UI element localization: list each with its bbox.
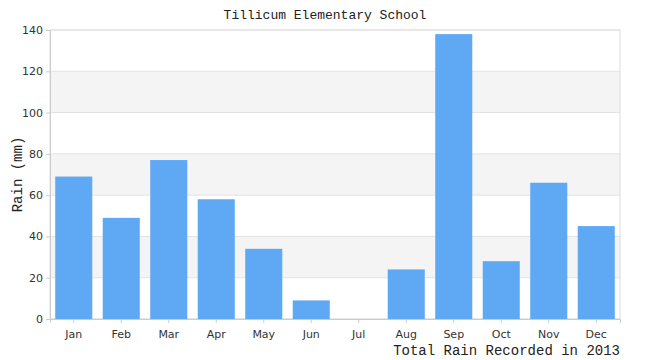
y-tick: 120: [22, 65, 50, 78]
plot-frame: [50, 30, 620, 319]
x-tick: Apr: [207, 319, 227, 341]
y-tick-mark: [46, 195, 50, 196]
bar: [530, 183, 567, 319]
y-tick: 60: [29, 189, 50, 202]
x-tick-label: Aug: [396, 328, 417, 341]
x-tick-mark: [501, 319, 502, 323]
y-tick-label: 80: [29, 148, 43, 161]
chart: 0 20 40 60 80 100 120 140 Jan Feb Mar Apr May Jun Jul A…: [0, 0, 650, 360]
x-tick-label: Jun: [302, 328, 320, 341]
bar: [388, 269, 425, 319]
bars: [55, 34, 615, 319]
x-tick-mark: [216, 319, 217, 323]
y-tick: 140: [22, 24, 50, 37]
x-axis: Jan Feb Mar Apr May Jun Jul Aug Sep Oct Nov Dec: [51, 319, 621, 341]
grid-band: [50, 71, 620, 112]
y-tick-mark: [46, 236, 50, 237]
x-tick: Aug: [396, 319, 417, 341]
x-tick-label: Sep: [443, 328, 464, 341]
x-tick: Nov: [538, 319, 560, 341]
y-tick-label: 60: [29, 189, 43, 202]
x-tick-mark: [596, 319, 597, 323]
y-axis: 0 20 40 60 80 100 120 140: [22, 24, 51, 326]
x-tick: Sep: [443, 319, 464, 341]
x-tick-mark: [263, 319, 264, 323]
bar: [198, 199, 235, 319]
x-tick-label: Nov: [538, 328, 560, 341]
bar: [340, 319, 377, 320]
x-tick: Mar: [158, 319, 179, 341]
bar: [483, 261, 520, 319]
y-tick-label: 40: [29, 230, 43, 243]
y-tick-mark: [46, 278, 50, 279]
x-tick-label: Oct: [492, 328, 512, 341]
bar: [103, 218, 140, 319]
x-tick-label: Jul: [351, 328, 365, 341]
x-axis-title: Total Rain Recorded in 2013: [393, 343, 620, 359]
x-tick-mark: [311, 319, 312, 323]
x-tick-mark: [168, 319, 169, 323]
y-tick-mark: [46, 319, 50, 320]
x-tick: Jul: [351, 319, 365, 341]
x-tick-label: Mar: [158, 328, 179, 341]
x-tick: Feb: [112, 319, 131, 341]
bar: [578, 226, 615, 319]
y-tick-mark: [46, 71, 50, 72]
x-tick-label: Dec: [586, 328, 607, 341]
bar: [435, 34, 472, 319]
x-tick-label: Feb: [112, 328, 131, 341]
bar: [55, 177, 92, 319]
x-tick: Jan: [64, 319, 82, 341]
x-tick-label: May: [252, 328, 275, 341]
x-tick-mark: [121, 319, 122, 323]
bar: [293, 300, 330, 319]
y-tick: 100: [22, 107, 50, 120]
grid-line: [50, 71, 620, 72]
x-tick: May: [252, 319, 275, 341]
y-tick: 0: [36, 313, 50, 326]
y-axis-title: Rain (mm): [10, 137, 26, 213]
title: Tillicum Elementary School: [224, 8, 427, 23]
y-tick-mark: [46, 30, 50, 31]
plot: 0 20 40 60 80 100 120 140 Jan Feb Mar Apr May Jun Jul A…: [22, 24, 621, 341]
bar: [150, 160, 187, 319]
y-tick: 20: [29, 272, 50, 285]
y-tick: 80: [29, 148, 50, 161]
x-tick: Oct: [492, 319, 512, 341]
x-tick: Jun: [302, 319, 320, 341]
y-tick-label: 120: [22, 65, 43, 78]
y-tick-label: 100: [22, 107, 43, 120]
y-axis-line: [46, 31, 51, 320]
x-tick: Dec: [586, 319, 607, 341]
x-tick-mark: [358, 319, 359, 323]
y-tick-mark: [46, 113, 50, 114]
x-tick-mark: [73, 319, 74, 323]
y-tick-mark: [46, 154, 50, 155]
y-tick: 40: [29, 230, 50, 243]
y-tick-label: 0: [36, 313, 43, 326]
x-tick-label: Apr: [207, 328, 227, 341]
x-tick-mark: [453, 319, 454, 323]
grid-line: [50, 112, 620, 113]
y-tick-label: 140: [22, 24, 43, 37]
x-tick-mark: [406, 319, 407, 323]
x-tick-label: Jan: [64, 328, 82, 341]
bar: [245, 249, 282, 319]
x-tick-mark: [548, 319, 549, 323]
grid: [50, 30, 620, 319]
y-tick-label: 20: [29, 272, 43, 285]
x-axis-line: [51, 320, 621, 324]
grid-line: [50, 153, 620, 154]
